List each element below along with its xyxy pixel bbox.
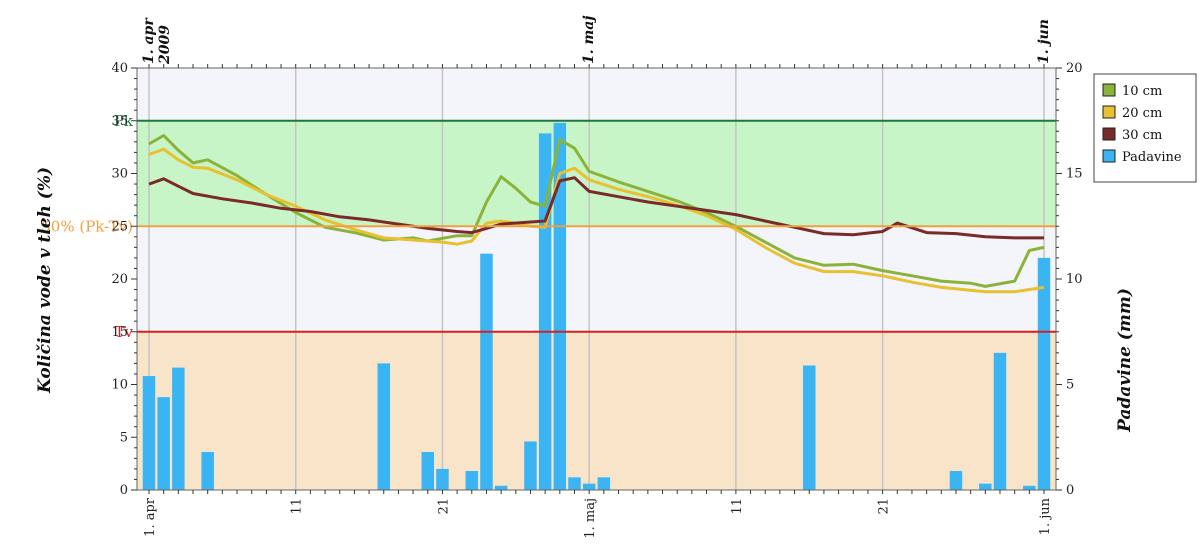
bar-padavine [979,483,992,490]
y2-tick-label: 5 [1066,378,1074,393]
legend-entry-label: 10 cm [1122,84,1162,99]
bar-padavine [421,452,435,490]
top-date-label: 1. apr [141,17,157,64]
y-tick-label: 35 [111,114,128,129]
bar-padavine [172,367,185,490]
bar-padavine [142,376,156,490]
y-tick-label: 40 [111,61,128,76]
legend-swatch [1102,105,1116,119]
y2-tick-label: 10 [1066,272,1083,287]
series-line-30-cm [148,176,1044,240]
x-tick-label: 1. jun [1038,497,1053,535]
y-tick-label: 0 [120,483,128,498]
bar-padavine [524,441,537,490]
reference-line-label: Pk [114,112,134,130]
top-year-label: 2009 [157,25,173,65]
bar-padavine [201,452,214,490]
legend-swatch [1102,83,1116,97]
series-line-10-cm [148,134,1045,288]
band-1 [137,331,1056,490]
y2-tick-label: 0 [1066,483,1074,498]
reference-line-layer: Pk 50% (Pk-Tv) Tv [41,112,1056,341]
reference-line-label: Tv [115,323,134,341]
x-tick-label: 1. maj [583,498,598,539]
y2-tick-label: 20 [1066,61,1083,76]
y-axis-title: Količina vode v tleh (%) [35,167,55,394]
x-tick-label: 21 [436,498,451,515]
bar-padavine [377,363,390,490]
x-tick-label: 1. apr [143,497,158,537]
bar-padavine [1023,485,1036,490]
bar-padavine [480,253,493,490]
legend-entry-label: 30 cm [1122,128,1162,143]
legend-entry-label: 20 cm [1122,106,1162,121]
band-layer [137,68,1056,490]
bar-padavine [1037,257,1051,490]
top-date-label: 1. maj [581,16,597,64]
bar-padavine [597,477,611,490]
legend-entry-label: Padavine [1122,150,1182,165]
y2-tick-label: 15 [1066,167,1083,182]
reference-line-label: 50% (Pk-Tv) [41,217,133,235]
legend: 10 cm 20 cm 30 cm Padavine [1093,73,1197,183]
y-tick-label: 20 [111,272,128,287]
axis-layer: 0 5 10 15 20 25 30 35 40 0 5 10 15 20 1. apr 11 21 1. maj… [111,16,1082,539]
bar-padavine [568,477,581,490]
x-tick-label: 11 [730,498,745,515]
bar-padavine [993,352,1007,490]
bar-padavine [582,483,596,490]
bar-padavine [465,471,479,490]
y-tick-label: 5 [120,430,128,445]
bar-padavine [949,471,963,490]
y-tick-label: 30 [111,167,128,182]
x-tick-label: 11 [290,498,305,515]
top-date-label: 1. jun [1036,19,1052,64]
bar-padavine [553,122,567,491]
y2-axis-title: Padavine (mm) [1115,288,1135,433]
bar-padavine [436,468,449,490]
legend-swatch [1102,127,1116,141]
legend-swatch [1102,149,1116,163]
bar-padavine [803,365,816,490]
bar-padavine [157,397,170,490]
bar-padavine [494,485,508,490]
y-tick-label: 10 [111,378,128,393]
y-tick-label: 25 [111,219,128,234]
y-tick-label: 15 [111,325,128,340]
x-tick-label: 21 [877,498,892,515]
